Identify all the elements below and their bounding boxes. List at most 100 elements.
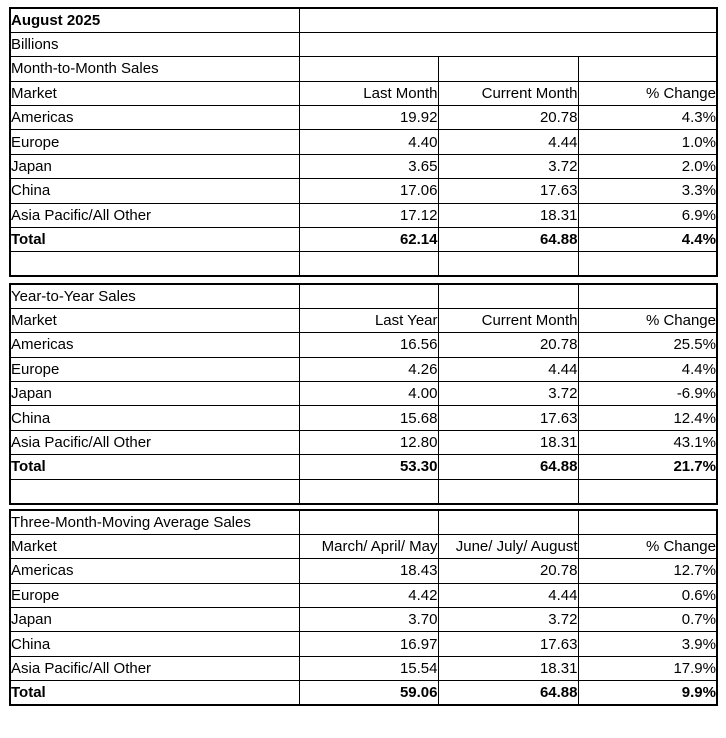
column-header-market: Market xyxy=(9,80,300,107)
pct-change-cell: 12.4% xyxy=(577,405,718,431)
market-name-cell: Asia Pacific/All Other xyxy=(9,202,300,229)
empty-cell xyxy=(577,478,718,505)
period2-value-cell: 3.72 xyxy=(437,607,579,633)
empty-cell xyxy=(577,283,718,309)
empty-cell xyxy=(577,251,718,277)
total-period1-cell: 53.30 xyxy=(298,454,439,480)
period1-value-cell: 4.26 xyxy=(298,356,439,383)
period1-value-cell: 16.97 xyxy=(298,631,439,657)
market-row: Asia Pacific/All Other 15.54 18.31 17.9% xyxy=(9,655,718,682)
total-pct-change-cell: 4.4% xyxy=(577,227,718,253)
period1-value-cell: 3.65 xyxy=(298,153,439,180)
market-name-cell: China xyxy=(9,405,300,431)
market-name-cell: China xyxy=(9,631,300,657)
pct-change-cell: 3.9% xyxy=(577,631,718,657)
pct-change-cell: 17.9% xyxy=(577,655,718,682)
period2-value-cell: 20.78 xyxy=(437,558,579,584)
empty-cell xyxy=(577,56,718,82)
total-label-cell: Total xyxy=(9,454,300,480)
market-name-cell: Europe xyxy=(9,356,300,383)
market-row: China 16.97 17.63 3.9% xyxy=(9,631,718,657)
market-name-cell: Americas xyxy=(9,332,300,358)
market-row: Americas 16.56 20.78 25.5% xyxy=(9,332,718,358)
spacer-row xyxy=(9,478,718,505)
spacer-row xyxy=(9,251,718,277)
pct-change-cell: 0.6% xyxy=(577,582,718,609)
empty-cell xyxy=(437,509,579,535)
sales-table-three-month-avg: Three-Month-Moving Average Sales Market … xyxy=(9,509,718,707)
column-header-period2: June/ July/ August xyxy=(437,533,579,560)
period1-value-cell: 3.70 xyxy=(298,607,439,633)
period2-value-cell: 18.31 xyxy=(437,429,579,456)
period2-value-cell: 4.44 xyxy=(437,582,579,609)
column-header-row: Market March/ April/ May June/ July/ Aug… xyxy=(9,533,718,560)
empty-cell xyxy=(298,283,439,309)
market-row: Americas 18.43 20.78 12.7% xyxy=(9,558,718,584)
section-title: Month-to-Month Sales xyxy=(9,56,300,82)
total-period2-cell: 64.88 xyxy=(437,680,579,706)
market-row: Asia Pacific/All Other 12.80 18.31 43.1% xyxy=(9,429,718,456)
market-row: Europe 4.40 4.44 1.0% xyxy=(9,129,718,155)
total-row: Total 62.14 64.88 4.4% xyxy=(9,227,718,253)
period2-value-cell: 20.78 xyxy=(437,105,579,131)
column-header-pct-change: % Change xyxy=(577,80,718,107)
market-row: Japan 4.00 3.72 -6.9% xyxy=(9,381,718,407)
pct-change-cell: -6.9% xyxy=(577,381,718,407)
units-label: Billions xyxy=(9,31,300,58)
empty-cell xyxy=(437,478,579,505)
sales-table-month-to-month: August 2025 Billions Month-to-Month Sale… xyxy=(9,7,718,278)
period1-value-cell: 15.54 xyxy=(298,655,439,682)
market-name-cell: Japan xyxy=(9,153,300,180)
total-row: Total 59.06 64.88 9.9% xyxy=(9,680,718,706)
empty-cell xyxy=(437,251,579,277)
empty-cell xyxy=(298,56,439,82)
section-title-row: Year-to-Year Sales xyxy=(9,283,718,309)
column-header-pct-change: % Change xyxy=(577,307,718,334)
empty-cell xyxy=(577,509,718,535)
market-row: Americas 19.92 20.78 4.3% xyxy=(9,105,718,131)
pct-change-cell: 12.7% xyxy=(577,558,718,584)
period2-value-cell: 20.78 xyxy=(437,332,579,358)
total-pct-change-cell: 9.9% xyxy=(577,680,718,706)
pct-change-cell: 4.3% xyxy=(577,105,718,131)
empty-cell xyxy=(298,509,439,535)
empty-cell xyxy=(437,56,579,82)
pct-change-cell: 43.1% xyxy=(577,429,718,456)
period2-value-cell: 18.31 xyxy=(437,655,579,682)
period2-value-cell: 4.44 xyxy=(437,129,579,155)
total-row: Total 53.30 64.88 21.7% xyxy=(9,454,718,480)
market-row: Europe 4.42 4.44 0.6% xyxy=(9,582,718,609)
pct-change-cell: 4.4% xyxy=(577,356,718,383)
pct-change-cell: 0.7% xyxy=(577,607,718,633)
period1-value-cell: 4.00 xyxy=(298,381,439,407)
empty-cell xyxy=(298,31,718,58)
market-name-cell: Americas xyxy=(9,105,300,131)
empty-cell xyxy=(9,251,300,277)
total-pct-change-cell: 21.7% xyxy=(577,454,718,480)
section-title-row: Month-to-Month Sales xyxy=(9,56,718,82)
market-name-cell: Europe xyxy=(9,582,300,609)
market-name-cell: Japan xyxy=(9,607,300,633)
total-period2-cell: 64.88 xyxy=(437,454,579,480)
column-header-market: Market xyxy=(9,307,300,334)
empty-cell xyxy=(298,251,439,277)
pct-change-cell: 2.0% xyxy=(577,153,718,180)
empty-cell xyxy=(9,478,300,505)
period1-value-cell: 15.68 xyxy=(298,405,439,431)
column-header-row: Market Last Month Current Month % Change xyxy=(9,80,718,107)
column-header-pct-change: % Change xyxy=(577,533,718,560)
empty-cell xyxy=(298,478,439,505)
total-label-cell: Total xyxy=(9,680,300,706)
column-header-row: Market Last Year Current Month % Change xyxy=(9,307,718,334)
pct-change-cell: 6.9% xyxy=(577,202,718,229)
market-row: Japan 3.65 3.72 2.0% xyxy=(9,153,718,180)
column-header-period2: Current Month xyxy=(437,307,579,334)
market-name-cell: Europe xyxy=(9,129,300,155)
market-row: Europe 4.26 4.44 4.4% xyxy=(9,356,718,383)
period1-value-cell: 4.42 xyxy=(298,582,439,609)
total-period1-cell: 59.06 xyxy=(298,680,439,706)
market-row: Japan 3.70 3.72 0.7% xyxy=(9,607,718,633)
empty-cell xyxy=(298,7,718,33)
pct-change-cell: 3.3% xyxy=(577,178,718,204)
